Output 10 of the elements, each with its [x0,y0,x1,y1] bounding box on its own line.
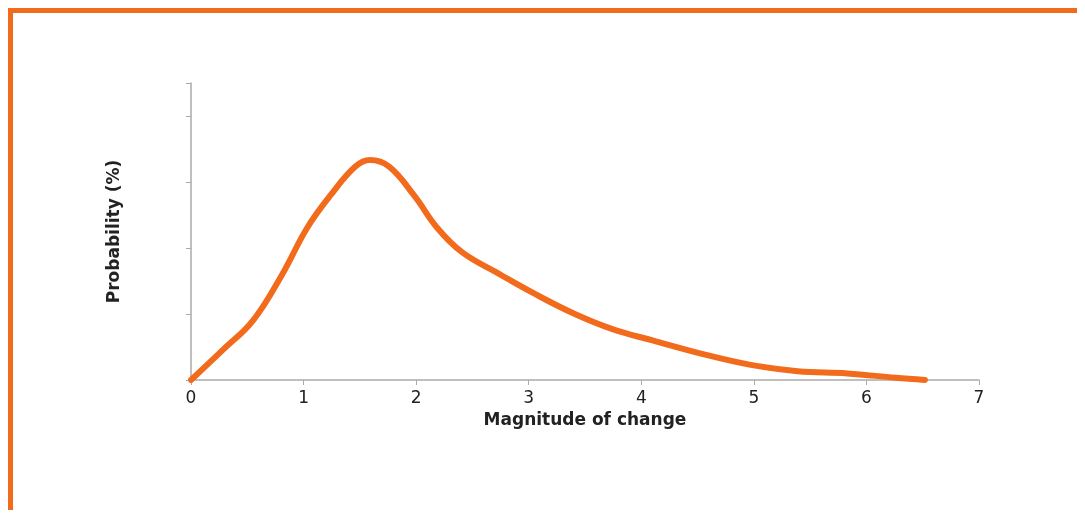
x-tick-label: 2 [410,386,422,407]
x-tick-label: 5 [748,386,760,407]
y-axis-title: Probability (%) [102,159,123,304]
x-tick-label: 0 [185,386,197,407]
x-tick-label: 3 [523,386,535,407]
x-tick-label: 4 [635,386,647,407]
x-axis-title: Magnitude of change [483,408,687,429]
x-tick-label: 1 [298,386,309,407]
x-tick-label: 7 [973,386,985,407]
x-tick-label: 6 [861,386,872,407]
